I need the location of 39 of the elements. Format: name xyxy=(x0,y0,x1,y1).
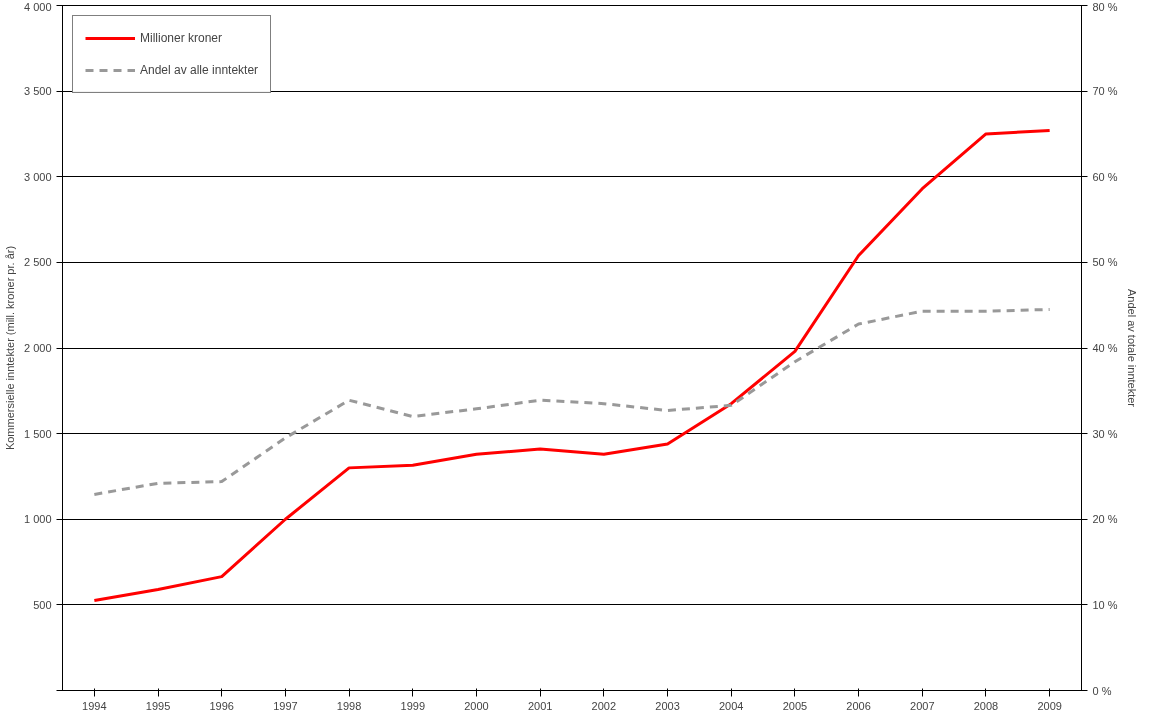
y2-tick-label: 50 % xyxy=(1092,256,1118,269)
y-tick-label: 2 000 xyxy=(23,342,52,354)
x-tick-label: 1994 xyxy=(82,699,107,712)
y2-tick-label: 20 % xyxy=(1092,513,1118,526)
x-tick-label: 2002 xyxy=(591,699,617,712)
x-tick-label: 2006 xyxy=(846,699,871,712)
y2-tick-label: 10 % xyxy=(1092,598,1118,611)
y-tick-label: 4 000 xyxy=(23,0,52,13)
x-tick-label: 2004 xyxy=(718,699,744,712)
line-series xyxy=(92,307,1052,496)
y2-tick-label: 30 % xyxy=(1092,427,1118,440)
y-tick-label: 500 xyxy=(33,598,52,611)
y-tick-label: 1 500 xyxy=(23,427,52,440)
x-tick-label: 2008 xyxy=(973,699,999,712)
legend-label: Andel av alle inntekter xyxy=(140,63,259,77)
y2-tick-label: 60 % xyxy=(1092,170,1118,183)
legend-label: Millioner kroner xyxy=(140,31,223,45)
x-tick-label: 1998 xyxy=(336,699,362,712)
y-tick-label: 3 000 xyxy=(23,170,52,183)
line-series xyxy=(92,129,1052,603)
y-tick-label: 3 500 xyxy=(23,85,52,98)
y-tick-label: 1 000 xyxy=(23,513,52,526)
x-tick-label: 1997 xyxy=(273,699,298,712)
x-tick-label: 2003 xyxy=(655,699,680,712)
x-tick-label: 2009 xyxy=(1037,699,1062,712)
x-tick-label: 1995 xyxy=(145,699,171,712)
y2-tick-label: 40 % xyxy=(1092,342,1118,354)
x-tick-label: 1996 xyxy=(209,699,234,712)
x-tick-label: 2005 xyxy=(782,699,808,712)
y2-tick-label: 70 % xyxy=(1092,85,1118,98)
y2-tick-label: 0 % xyxy=(1092,684,1112,697)
x-tick-label: 2007 xyxy=(910,699,935,712)
y-axis-title: Kommersielle inntekter (mill. kroner pr. år) xyxy=(3,245,16,451)
x-tick-label: 2001 xyxy=(527,699,553,712)
y-tick-label: 2 500 xyxy=(23,256,52,269)
x-tick-label: 1999 xyxy=(400,699,426,712)
y2-tick-label: 80 % xyxy=(1092,0,1118,13)
y2-axis-title: Andel av totale inntekter xyxy=(1125,288,1138,408)
x-tick-label: 2000 xyxy=(464,699,489,712)
